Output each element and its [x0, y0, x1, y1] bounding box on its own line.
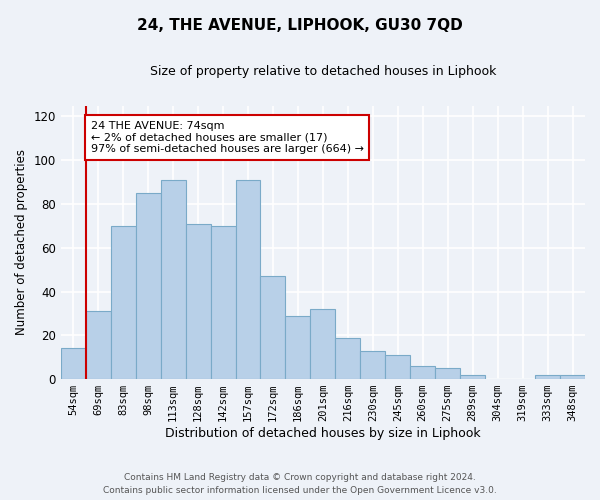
Bar — [111, 226, 136, 379]
Bar — [61, 348, 86, 379]
Bar — [310, 309, 335, 379]
Bar — [236, 180, 260, 379]
Bar — [535, 374, 560, 379]
Text: 24, THE AVENUE, LIPHOOK, GU30 7QD: 24, THE AVENUE, LIPHOOK, GU30 7QD — [137, 18, 463, 32]
Bar — [211, 226, 236, 379]
X-axis label: Distribution of detached houses by size in Liphook: Distribution of detached houses by size … — [165, 427, 481, 440]
Bar — [260, 276, 286, 379]
Bar — [185, 224, 211, 379]
Bar — [385, 355, 410, 379]
Text: Contains HM Land Registry data © Crown copyright and database right 2024.
Contai: Contains HM Land Registry data © Crown c… — [103, 474, 497, 495]
Y-axis label: Number of detached properties: Number of detached properties — [15, 150, 28, 336]
Bar — [460, 374, 485, 379]
Bar — [435, 368, 460, 379]
Bar — [410, 366, 435, 379]
Bar — [335, 338, 361, 379]
Bar — [361, 350, 385, 379]
Text: 24 THE AVENUE: 74sqm
← 2% of detached houses are smaller (17)
97% of semi-detach: 24 THE AVENUE: 74sqm ← 2% of detached ho… — [91, 121, 364, 154]
Bar — [136, 193, 161, 379]
Bar — [161, 180, 185, 379]
Bar — [86, 311, 111, 379]
Bar — [560, 374, 585, 379]
Title: Size of property relative to detached houses in Liphook: Size of property relative to detached ho… — [150, 65, 496, 78]
Bar — [286, 316, 310, 379]
